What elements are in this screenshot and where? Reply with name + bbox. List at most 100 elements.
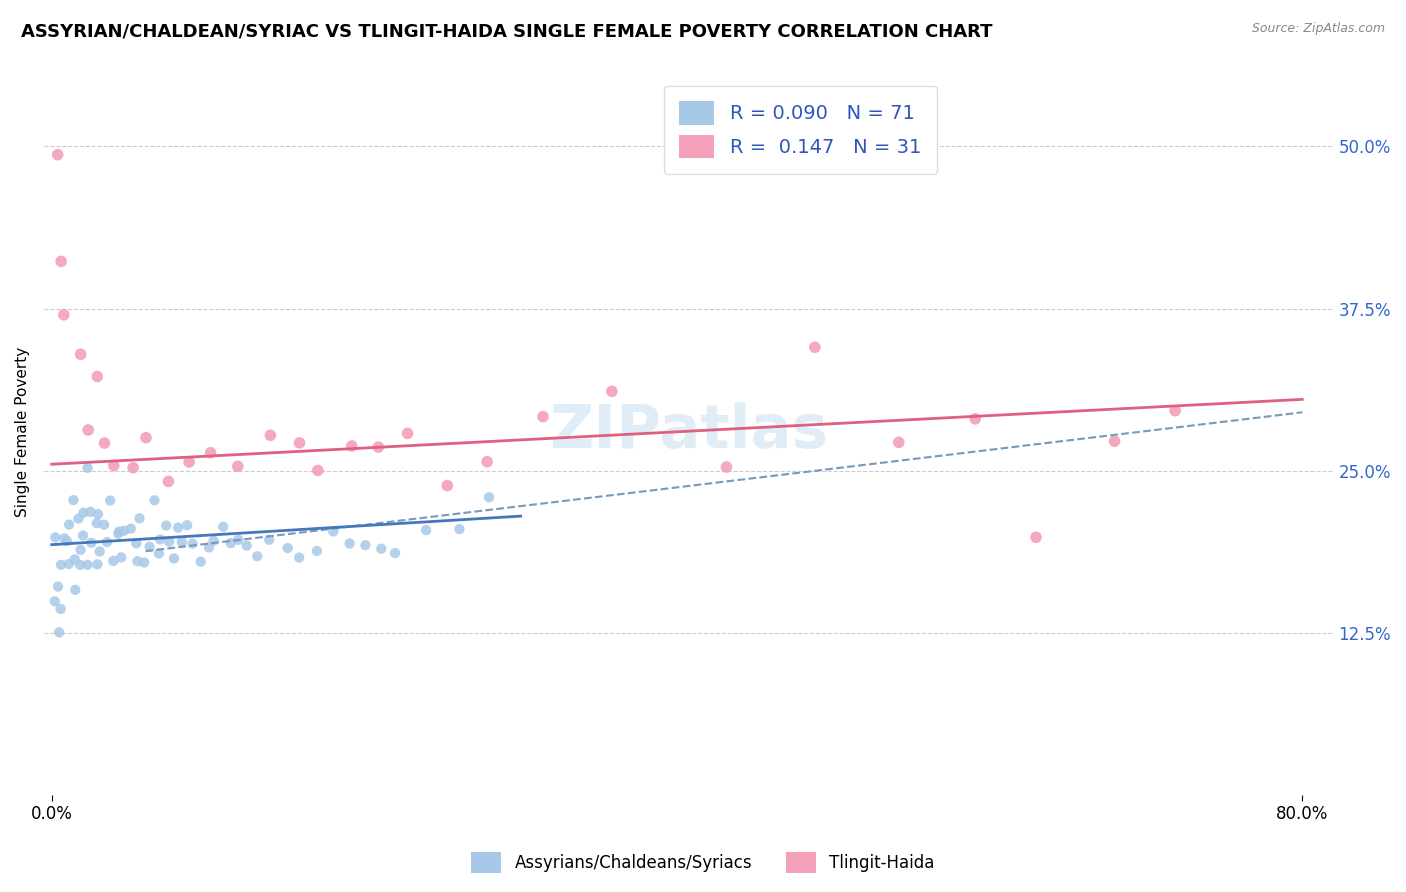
Point	[44, 594, 66, 608]
Point	[531, 409, 554, 424]
Point	[965, 412, 987, 426]
Point	[155, 518, 177, 533]
Point	[384, 546, 406, 560]
Point	[716, 460, 738, 475]
Point	[200, 446, 222, 460]
Point	[67, 511, 90, 525]
Point	[235, 539, 257, 553]
Point	[367, 440, 389, 454]
Point	[44, 530, 66, 544]
Point	[53, 532, 76, 546]
Point	[49, 602, 72, 616]
Point	[804, 340, 827, 354]
Point	[103, 458, 125, 473]
Point	[128, 511, 150, 525]
Point	[307, 463, 329, 477]
Point	[219, 536, 242, 550]
Text: ZIPatlas: ZIPatlas	[550, 402, 828, 461]
Point	[246, 549, 269, 564]
Point	[110, 550, 132, 565]
Point	[1104, 434, 1126, 449]
Point	[181, 536, 204, 550]
Point	[212, 520, 235, 534]
Point	[226, 533, 249, 547]
Point	[112, 524, 135, 538]
Text: ASSYRIAN/CHALDEAN/SYRIAC VS TLINGIT-HAIDA SINGLE FEMALE POVERTY CORRELATION CHAR: ASSYRIAN/CHALDEAN/SYRIAC VS TLINGIT-HAID…	[21, 22, 993, 40]
Point	[108, 524, 131, 539]
Point	[322, 524, 344, 539]
Point	[49, 254, 72, 268]
Point	[107, 526, 129, 541]
Point	[396, 426, 419, 441]
Point	[134, 556, 156, 570]
Point	[69, 542, 91, 557]
Point	[475, 455, 498, 469]
Point	[98, 493, 121, 508]
Point	[257, 533, 280, 547]
Point	[143, 493, 166, 508]
Point	[86, 558, 108, 572]
Point	[96, 535, 118, 549]
Point	[179, 455, 201, 469]
Point	[49, 558, 72, 572]
Point	[288, 550, 311, 565]
Point	[72, 528, 94, 542]
Point	[65, 582, 87, 597]
Point	[148, 547, 170, 561]
Legend: R = 0.090   N = 71, R =  0.147   N = 31: R = 0.090 N = 71, R = 0.147 N = 31	[664, 86, 936, 174]
Point	[478, 490, 501, 504]
Point	[127, 554, 149, 568]
Point	[176, 518, 198, 533]
Point	[86, 369, 108, 384]
Point	[1164, 403, 1187, 417]
Point	[46, 147, 69, 161]
Point	[370, 541, 392, 556]
Point	[69, 347, 91, 361]
Point	[77, 423, 100, 437]
Point	[79, 505, 101, 519]
Point	[93, 517, 115, 532]
Point	[87, 507, 110, 521]
Point	[103, 554, 125, 568]
Point	[167, 520, 190, 534]
Point	[135, 431, 157, 445]
Point	[149, 533, 172, 547]
Point	[58, 517, 80, 532]
Point	[93, 436, 115, 450]
Text: Source: ZipAtlas.com: Source: ZipAtlas.com	[1251, 22, 1385, 36]
Point	[163, 551, 186, 566]
Point	[125, 536, 148, 550]
Point	[63, 552, 86, 566]
Point	[202, 533, 225, 548]
Legend: Assyrians/Chaldeans/Syriacs, Tlingit-Haida: Assyrians/Chaldeans/Syriacs, Tlingit-Hai…	[465, 846, 941, 880]
Point	[190, 555, 212, 569]
Point	[436, 478, 458, 492]
Point	[157, 534, 180, 549]
Point	[69, 558, 91, 572]
Point	[354, 538, 377, 552]
Point	[887, 435, 910, 450]
Point	[86, 516, 108, 530]
Point	[449, 522, 471, 536]
Point	[415, 523, 437, 537]
Point	[259, 428, 281, 442]
Point	[58, 557, 80, 571]
Point	[122, 460, 145, 475]
Point	[277, 541, 299, 555]
Point	[1025, 530, 1047, 544]
Point	[339, 536, 361, 550]
Point	[89, 544, 111, 558]
Point	[226, 459, 249, 474]
Point	[46, 580, 69, 594]
Point	[198, 541, 221, 555]
Point	[76, 460, 98, 475]
Point	[76, 558, 98, 572]
Point	[157, 475, 180, 489]
Y-axis label: Single Female Poverty: Single Female Poverty	[15, 347, 30, 517]
Point	[56, 534, 79, 549]
Point	[52, 308, 75, 322]
Point	[288, 435, 311, 450]
Point	[305, 544, 328, 558]
Point	[170, 535, 193, 549]
Point	[138, 540, 160, 554]
